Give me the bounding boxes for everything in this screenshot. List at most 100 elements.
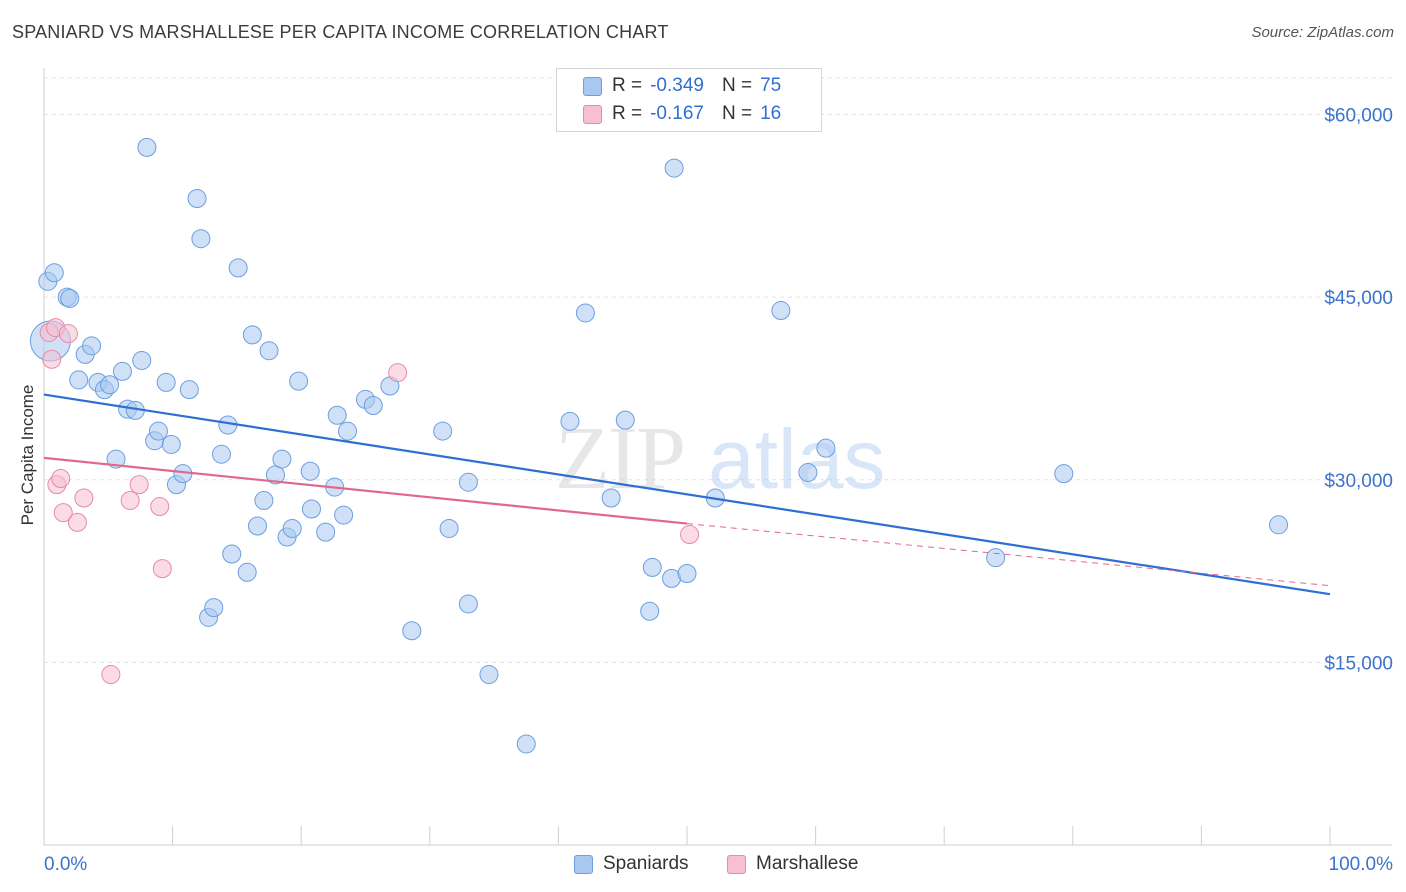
spaniards-point <box>187 189 207 209</box>
spaniards-point <box>106 449 126 469</box>
spaniards-point <box>337 421 357 441</box>
spaniards-point <box>816 438 836 458</box>
marshallese-point <box>58 324 78 344</box>
spaniards-point <box>479 665 499 685</box>
spaniards-point <box>161 434 181 454</box>
spaniards-point <box>560 411 580 431</box>
spaniards-point <box>458 594 478 614</box>
marshallese-point <box>388 363 408 383</box>
marshallese-point <box>120 490 140 510</box>
spaniards-point <box>211 444 231 464</box>
spaniards-point <box>433 421 453 441</box>
marshallese-trend-extension <box>686 523 1331 587</box>
spaniards-point <box>334 505 354 525</box>
spaniards-point <box>516 734 536 754</box>
spaniards-point <box>222 544 242 564</box>
spaniards-point <box>259 341 279 361</box>
spaniards-point <box>132 350 152 370</box>
legend-row-marshallese: R = -0.167 N = 16 <box>557 101 781 127</box>
spaniards-point <box>112 361 132 381</box>
legend-n-value: 75 <box>760 75 782 96</box>
spaniards-point <box>247 516 267 536</box>
y-tick-label: $15,000 <box>1324 653 1393 674</box>
y-tick-label: $45,000 <box>1324 288 1393 309</box>
spaniards-point <box>300 461 320 481</box>
bottom-legend-label: Spaniards <box>603 853 689 874</box>
legend-r-label: R = <box>612 75 643 96</box>
source-credit: Source: ZipAtlas.com <box>1251 24 1394 41</box>
bottom-legend-spaniards: Spaniards <box>574 852 689 876</box>
spaniards-point <box>677 564 697 584</box>
spaniards-point <box>156 372 176 392</box>
legend-n-value: 16 <box>760 103 782 124</box>
x-tick-label: 100.0% <box>1329 854 1394 875</box>
marshallese-point <box>152 559 172 579</box>
spaniards-point <box>642 557 662 577</box>
spaniards-point <box>664 158 684 178</box>
y-tick-label: $60,000 <box>1324 106 1393 127</box>
marshallese-point <box>42 349 62 369</box>
trend-lines <box>43 393 1331 596</box>
spaniards-point <box>100 375 120 395</box>
spaniards-point <box>363 395 383 415</box>
legend-r-label: R = <box>612 103 643 124</box>
spaniards-point <box>228 258 248 278</box>
legend-n-label: N = <box>721 75 753 96</box>
spaniards-point <box>272 449 292 469</box>
spaniards-point <box>289 371 309 391</box>
spaniards-point <box>615 410 635 430</box>
y-axis-label: Per Capita Income <box>18 384 37 526</box>
spaniards-point <box>191 229 211 249</box>
marshallese-point <box>129 475 149 495</box>
bottom-legend-label: Marshallese <box>756 853 859 874</box>
spaniards-point <box>301 499 321 519</box>
spaniards-point <box>1269 515 1289 535</box>
spaniards-point <box>402 621 422 641</box>
spaniards-point <box>69 370 89 390</box>
chart-title: SPANIARD VS MARSHALLESE PER CAPITA INCOM… <box>12 22 669 42</box>
spaniards-point <box>986 548 1006 568</box>
marshallese-point <box>53 503 73 523</box>
legend-n-label: N = <box>721 103 753 124</box>
y-tick-label: $30,000 <box>1324 471 1393 492</box>
spaniards-point <box>242 325 262 345</box>
spaniards-point <box>798 462 818 482</box>
spaniards-point <box>148 421 168 441</box>
marshallese-point <box>150 497 170 517</box>
spaniards-swatch <box>583 76 602 96</box>
spaniards-point <box>82 336 102 356</box>
marshallese-point <box>74 488 94 508</box>
axes <box>43 68 1392 846</box>
marshallese-point <box>101 665 121 685</box>
spaniards-point <box>640 601 660 621</box>
x-tick-label: 0.0% <box>44 854 87 875</box>
marshallese-swatch <box>727 854 746 874</box>
spaniards-swatch <box>574 854 593 874</box>
correlation-legend: R = -0.349 N = 75 R = -0.167 N = 16 <box>556 68 822 132</box>
marshallese-swatch <box>583 104 602 124</box>
spaniards-point <box>204 598 224 618</box>
spaniards-point <box>137 137 157 157</box>
spaniards-trend-line <box>43 393 1331 596</box>
spaniards-point <box>327 405 347 425</box>
watermark-atlas: atlas <box>708 412 885 506</box>
spaniards-point <box>1054 464 1074 484</box>
legend-row-spaniards: R = -0.349 N = 75 <box>557 73 781 99</box>
data-points <box>29 137 1289 754</box>
marshallese-point <box>680 525 700 545</box>
spaniards-point <box>44 263 64 283</box>
spaniards-point <box>254 490 274 510</box>
marshallese-point <box>51 469 71 489</box>
spaniards-point <box>316 522 336 542</box>
spaniards-point <box>771 301 791 321</box>
spaniards-point <box>282 518 302 538</box>
spaniards-point <box>458 472 478 492</box>
spaniards-point <box>179 380 199 400</box>
marshallese-trend-line <box>43 456 688 525</box>
legend-r-value: -0.167 <box>650 103 704 124</box>
spaniards-point <box>601 488 621 508</box>
legend-r-value: -0.349 <box>650 75 704 96</box>
spaniards-point <box>60 288 80 308</box>
spaniards-point <box>237 562 257 582</box>
